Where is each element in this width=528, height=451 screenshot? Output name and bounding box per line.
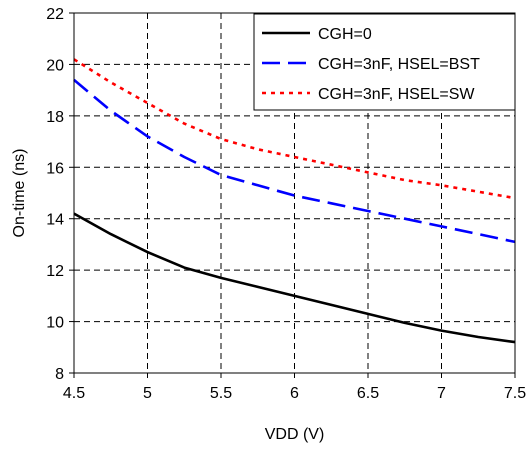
legend-label: CGH=3nF, HSEL=SW [318,86,475,103]
y-tick-label: 20 [46,57,64,74]
legend-label: CGH=3nF, HSEL=BST [318,56,480,73]
series-line-1 [73,212,516,344]
x-tick-label: 6 [290,385,299,402]
y-tick-label: 10 [46,315,64,332]
x-tick-label: 7 [437,385,446,402]
series-line-3 [73,58,516,200]
y-tick-label: 16 [46,160,64,177]
y-tick-label: 14 [46,212,64,229]
x-tick-label: 6.5 [357,385,379,402]
y-tick-label: 12 [46,263,64,280]
legend-box [253,13,516,111]
x-tick-label: 7.5 [504,385,526,402]
y-tick-label: 8 [55,366,64,383]
y-tick-labels: 8 10 12 14 16 18 20 22 [46,6,74,383]
y-tick-label: 22 [46,6,64,23]
legend-label: CGH=0 [318,26,372,43]
series-line-2 [73,78,516,244]
y-axis-label: On-time (ns) [11,149,28,238]
x-axis-label: VDD (V) [265,426,325,443]
x-tick-label: 4.5 [63,385,85,402]
series-lines [73,58,516,344]
x-tick-label: 5 [143,385,152,402]
x-tick-label: 5.5 [210,385,232,402]
y-tick-label: 18 [46,109,64,126]
x-tick-labels: 4.5 5 5.5 6 6.5 7 7.5 [63,373,526,402]
legend: CGH=0 CGH=3nF, HSEL=BST CGH=3nF, HSEL=SW [253,13,516,111]
